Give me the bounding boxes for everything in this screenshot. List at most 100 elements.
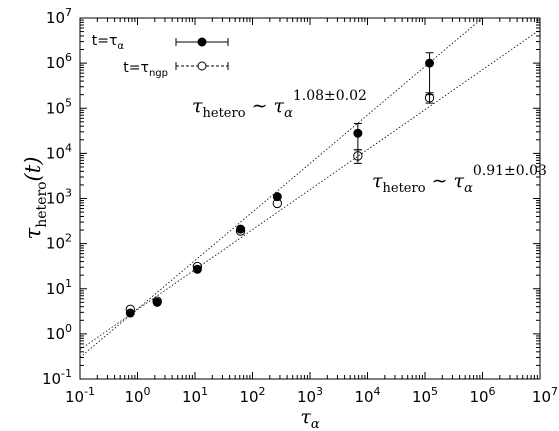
annotation-fit-2: τhetero ∼ τα0.91±0.03: [372, 163, 547, 196]
y-tick-label-exponent: 6: [65, 51, 72, 64]
x-tick-label: 103: [297, 385, 323, 406]
data-point-open: [192, 261, 203, 272]
legend-label-tau-ngp-main: t=τ: [123, 60, 149, 76]
data-point-filled: [192, 264, 202, 274]
x-axis-label: τα: [300, 406, 320, 431]
y-tick-label: 104: [46, 141, 72, 162]
data-point-open: [235, 226, 246, 236]
y-axis-argument: (t): [21, 157, 45, 182]
y-tick-label-exponent: 1: [65, 277, 72, 290]
legend-label-tau-alpha-sub: α: [117, 41, 124, 52]
y-tick-label-exponent: 5: [65, 96, 72, 109]
series-tau-alpha: [125, 52, 435, 318]
x-tick-label: 100: [124, 385, 150, 406]
x-tick-label: 104: [354, 385, 380, 406]
x-tick-label-base: 10: [532, 388, 551, 406]
annotation-fit-2-sim: ∼: [426, 170, 454, 192]
x-axis-symbol: τ: [300, 406, 311, 428]
data-point-filled: [272, 192, 282, 202]
x-tick-label: 106: [469, 385, 495, 406]
x-tick-label-exponent: 2: [259, 385, 266, 398]
x-tick-label-exponent: 5: [431, 385, 438, 398]
data-point-filled: [353, 128, 363, 138]
annotation-fit-2-base-sub: α: [464, 181, 473, 196]
y-tick-label-exponent: 3: [65, 187, 72, 200]
y-tick-label-base: 10: [46, 144, 65, 162]
annotation-fit-1-sim: ∼: [246, 95, 274, 117]
data-point-filled: [425, 58, 435, 68]
y-tick-label-exponent: -1: [61, 367, 72, 380]
x-axis-subscript: α: [311, 417, 320, 431]
data-points: [125, 52, 435, 318]
y-axis-label: τhetero(t): [21, 157, 50, 240]
legend-entry-tau-alpha: t=τα: [92, 33, 229, 52]
data-point-open: [125, 304, 136, 315]
annotation-fit-2-exp: 0.91±0.03: [473, 163, 547, 179]
legend-label-tau-alpha: t=τα: [92, 33, 125, 52]
y-axis-subscript: hetero: [34, 181, 50, 227]
y-tick-label-exponent: 2: [65, 232, 72, 245]
fit-lines: [79, 17, 541, 358]
annotation-fit-1-base: τ: [274, 95, 285, 117]
x-tick-label: 10-1: [65, 385, 95, 406]
y-tick-label-exponent: 4: [65, 141, 72, 154]
x-tick-label-exponent: -1: [84, 385, 95, 398]
x-tick-label-exponent: 0: [144, 385, 151, 398]
fit-line-1: [79, 17, 483, 358]
legend: t=τα t=τngp: [92, 33, 229, 79]
fit-line-2: [79, 29, 541, 350]
data-point-open: [272, 198, 283, 209]
x-tick-label-base: 10: [182, 388, 201, 406]
y-tick-label: 105: [46, 96, 72, 117]
y-tick-label-base: 10: [46, 235, 65, 253]
legend-label-tau-ngp-sub: ngp: [149, 68, 168, 79]
x-tick-label: 107: [532, 385, 558, 406]
legend-label-tau-ngp: t=τngp: [123, 60, 168, 79]
data-point-open: [152, 296, 162, 306]
x-tick-label-base: 10: [297, 388, 316, 406]
x-tick-label-exponent: 4: [374, 385, 381, 398]
y-tick-label: 100: [46, 322, 72, 343]
legend-entry-tau-ngp: t=τngp: [123, 60, 229, 79]
data-point-filled: [236, 224, 246, 234]
y-tick-label: 107: [46, 6, 72, 27]
series-tau-ngp: [125, 92, 435, 315]
annotation-fit-1-exp: 1.08±0.02: [293, 88, 367, 104]
x-tick-label-base: 10: [65, 388, 84, 406]
annotation-fit-1-sub: hetero: [203, 106, 246, 121]
annotation-fit-1-base-sub: α: [284, 106, 293, 121]
y-tick-label: 101: [46, 277, 72, 298]
y-tick-label: 102: [46, 232, 72, 253]
annotation-fit-1-lead: τ: [192, 95, 203, 117]
data-point-open: [353, 151, 363, 161]
y-tick-label-base: 10: [46, 190, 65, 208]
y-tick-label-base: 10: [42, 370, 61, 388]
annotation-fit-2-base: τ: [454, 170, 465, 192]
annotation-fit-1: τhetero ∼ τα1.08±0.02: [192, 88, 367, 121]
data-point-open: [424, 93, 435, 103]
x-tick-label-base: 10: [354, 388, 373, 406]
y-axis-symbol: τ: [21, 227, 45, 239]
y-tick-label: 106: [46, 51, 72, 72]
legend-label-tau-alpha-main: t=τ: [92, 33, 118, 49]
data-point-filled: [125, 308, 135, 318]
annotation-fit-2-sub: hetero: [383, 181, 426, 196]
x-tick-label-base: 10: [469, 388, 488, 406]
x-tick-label: 101: [182, 385, 208, 406]
x-tick-label-exponent: 1: [201, 385, 208, 398]
axis-ticks: 10-1 100 101 102 103 104 105 106 10710-110010110…: [42, 6, 558, 406]
x-tick-label-exponent: 3: [316, 385, 323, 398]
y-tick-label-base: 10: [46, 99, 65, 117]
annotation-fit-2-lead: τ: [372, 170, 383, 192]
x-tick-label-exponent: 7: [551, 385, 558, 398]
legend-marker-filled-circle: [197, 37, 207, 47]
y-tick-label: 103: [46, 187, 72, 208]
y-tick-label-base: 10: [46, 325, 65, 343]
y-tick-label-base: 10: [46, 54, 65, 72]
legend-marker-open-circle: [197, 61, 207, 71]
y-tick-label-exponent: 7: [65, 6, 72, 19]
y-tick-label: 10-1: [42, 367, 72, 388]
x-tick-label-base: 10: [124, 388, 143, 406]
x-tick-label: 105: [412, 385, 438, 406]
